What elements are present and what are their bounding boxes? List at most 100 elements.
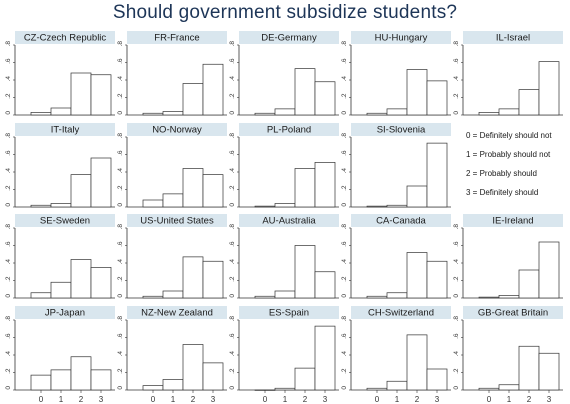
x-tick-label: 0 xyxy=(375,395,380,404)
x-tick-label: 2 xyxy=(415,395,420,404)
facet-panel: JP-Japan 0 .2 .4 .6 .8 xyxy=(5,306,115,391)
y-tick-label: .4 xyxy=(341,259,348,265)
histogram-bar xyxy=(314,271,336,299)
histogram-bar xyxy=(478,387,500,391)
histogram-bar xyxy=(162,111,184,116)
facet-strip xyxy=(15,214,115,227)
x-tick-label: 2 xyxy=(527,395,532,404)
x-tick-label: 3 xyxy=(99,395,104,404)
y-tick-label: .6 xyxy=(453,333,460,339)
histogram-bar xyxy=(538,241,560,299)
x-tick-label: 0 xyxy=(263,395,268,404)
facet-panel: CA-Canada 0 .2 .4 .6 .8 xyxy=(341,214,451,299)
facet-panel: FR-France 0 .2 .4 .6 .8 xyxy=(117,31,227,116)
y-tick-label: .8 xyxy=(229,224,236,230)
y-tick-label: .4 xyxy=(5,168,12,174)
facet-panel: IE-Ireland 0 .2 .4 .6 .8 xyxy=(453,214,563,299)
histogram-bar xyxy=(478,296,500,299)
facet-panel: HU-Hungary 0 .2 .4 .6 .8 xyxy=(341,31,451,116)
histogram-bar xyxy=(406,334,428,391)
y-tick-label: .8 xyxy=(117,133,124,139)
facet-strip xyxy=(351,123,451,136)
y-tick-label: .4 xyxy=(341,168,348,174)
histogram-bar xyxy=(70,356,92,391)
histogram-bar xyxy=(426,368,448,391)
histogram-bar xyxy=(70,72,92,116)
histogram-bar xyxy=(274,203,296,208)
histogram-bar xyxy=(406,185,428,208)
facet-strip xyxy=(463,306,563,319)
histogram-bar xyxy=(90,157,112,208)
histogram-bar xyxy=(426,142,448,208)
y-tick-label: 0 xyxy=(341,294,348,298)
facet-panel: NO-Norway 0 .2 .4 .6 .8 xyxy=(117,123,227,208)
facet-strip-label: NO-Norway xyxy=(152,125,202,136)
facet-strip-label: JP-Japan xyxy=(45,308,85,319)
y-tick-label: 0 xyxy=(117,386,124,390)
histogram-bar xyxy=(162,290,184,299)
facet-strip-label: SE-Sweden xyxy=(40,216,90,227)
histogram-bar xyxy=(142,112,164,116)
y-tick-label: 0 xyxy=(5,111,12,115)
y-tick-label: .4 xyxy=(341,76,348,82)
y-tick-label: .2 xyxy=(341,185,348,191)
histogram-bar xyxy=(30,292,52,299)
x-tick-label: 1 xyxy=(171,395,176,404)
histogram-bar xyxy=(386,380,408,391)
y-tick-label: .8 xyxy=(341,224,348,230)
facet-panel: IL-Israel 0 .2 .4 .6 .8 xyxy=(453,31,563,116)
histogram-bar xyxy=(314,162,336,208)
y-tick-label: .2 xyxy=(5,276,12,282)
facet-panel: SI-Slovenia 0 .2 .4 .6 .8 xyxy=(341,123,451,208)
histogram-bar xyxy=(182,83,204,116)
histogram-bar xyxy=(30,374,52,391)
facet-panel: DE-Germany 0 .2 .4 .6 .8 xyxy=(229,31,339,116)
y-tick-label: .8 xyxy=(453,316,460,322)
y-tick-label: .8 xyxy=(229,133,236,139)
y-tick-label: .6 xyxy=(5,58,12,64)
histogram-bar xyxy=(294,168,316,208)
facet-strip xyxy=(15,306,115,319)
facet-strip xyxy=(463,31,563,44)
histogram-bar xyxy=(478,112,500,116)
x-tick-label: 1 xyxy=(59,395,64,404)
x-tick-label: 3 xyxy=(211,395,216,404)
facet-panel: CZ-Czech Republic 0 .2 .4 .6 .8 xyxy=(5,31,115,116)
y-tick-label: 0 xyxy=(341,386,348,390)
y-tick-label: .4 xyxy=(453,351,460,357)
y-tick-label: .4 xyxy=(229,76,236,82)
histogram-bar xyxy=(50,107,72,116)
y-tick-label: .2 xyxy=(117,93,124,99)
y-tick-label: .8 xyxy=(453,224,460,230)
histogram-bar xyxy=(254,112,276,116)
y-tick-label: .4 xyxy=(341,351,348,357)
y-tick-label: .4 xyxy=(229,259,236,265)
y-tick-label: 0 xyxy=(229,386,236,390)
histogram-bar xyxy=(406,69,428,116)
histogram-bar xyxy=(498,384,520,391)
histogram-bar xyxy=(294,245,316,299)
histogram-bar xyxy=(142,385,164,391)
facet-strip-label: US-United States xyxy=(140,216,214,227)
y-tick-label: .2 xyxy=(117,276,124,282)
facet-panel: PL-Poland 0 .2 .4 .6 .8 xyxy=(229,123,339,208)
facet-strip-label: AU-Australia xyxy=(262,216,316,227)
y-tick-label: .6 xyxy=(341,333,348,339)
y-tick-label: .6 xyxy=(117,150,124,156)
x-tick-label: 1 xyxy=(283,395,288,404)
histogram-bar xyxy=(406,252,428,299)
histogram-bar xyxy=(50,203,72,208)
facet-strip xyxy=(127,123,227,136)
legend-entry: 2 = Probably should xyxy=(466,169,537,178)
x-tick-label: 1 xyxy=(395,395,400,404)
facet-strip-label: SI-Slovenia xyxy=(377,125,426,136)
y-tick-label: .2 xyxy=(453,368,460,374)
histogram-bar xyxy=(182,256,204,299)
y-tick-label: .6 xyxy=(5,150,12,156)
x-tick-label: 0 xyxy=(487,395,492,404)
facet-panel: AU-Australia 0 .2 .4 .6 .8 xyxy=(229,214,339,299)
histogram-bar xyxy=(518,269,540,299)
histogram-bar xyxy=(90,369,112,391)
histogram-bar xyxy=(294,367,316,391)
